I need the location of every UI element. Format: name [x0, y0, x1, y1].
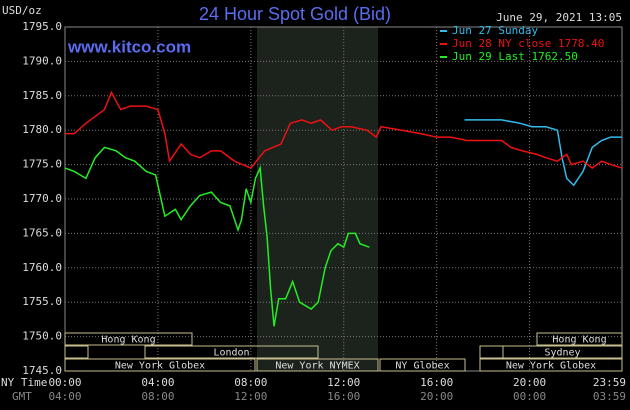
x-tick-label: 20:00	[513, 376, 546, 389]
x2-tick-label: 08:00	[141, 390, 174, 403]
session-label: New York Globex	[115, 361, 205, 372]
x2-tick-label: 16:00	[327, 390, 360, 403]
y-unit: USD/oz	[2, 4, 42, 17]
y-tick-label: 1765.0	[22, 226, 62, 239]
session-box	[256, 358, 379, 372]
session-box	[502, 345, 623, 359]
session-label: Hong Kong	[552, 335, 606, 346]
session-box	[536, 332, 623, 346]
x2-tick-label: 12:00	[234, 390, 267, 403]
legend-label: Jun 29 Last 1762.50	[452, 50, 578, 63]
series-line	[464, 119, 622, 187]
y-tick-label: 1750.0	[22, 330, 62, 343]
y-tick-label: 1745.0	[22, 364, 62, 377]
session-box	[379, 358, 466, 372]
x2-tick-label: 20:00	[420, 390, 453, 403]
session-label: NY Globex	[395, 361, 449, 372]
x2-tick-label: 04:00	[48, 390, 81, 403]
x2-tick-label: 00:00	[513, 390, 546, 403]
x-tick-label: 04:00	[141, 376, 174, 389]
x-tick-label: 00:00	[48, 376, 81, 389]
watermark: www.kitco.com	[67, 37, 191, 56]
ny-time-label: NY Time	[1, 376, 47, 389]
timestamp: June 29, 2021 13:05	[496, 11, 622, 24]
x-tick-label: 08:00	[234, 376, 267, 389]
session-box	[64, 345, 89, 359]
x-tick-label: 12:00	[327, 376, 360, 389]
session-box	[144, 345, 319, 359]
y-tick-label: 1790.0	[22, 54, 62, 67]
x2-tick-label: 03:59	[593, 390, 626, 403]
session-label: Hong Kong	[101, 335, 155, 346]
y-tick-label: 1770.0	[22, 192, 62, 205]
y-tick-label: 1755.0	[22, 295, 62, 308]
series-line	[65, 90, 623, 169]
legend-label: Jun 27 Sunday	[452, 24, 538, 37]
y-tick-label: 1795.0	[22, 20, 62, 33]
y-tick-label: 1760.0	[22, 261, 62, 274]
gmt-label: GMT	[12, 390, 32, 403]
y-tick-label: 1785.0	[22, 89, 62, 102]
y-tick-label: 1780.0	[22, 123, 62, 136]
session-box	[64, 358, 256, 372]
session-label: New York NYMEX	[275, 361, 359, 372]
session-label: New York Globex	[506, 361, 596, 372]
x-tick-label: 16:00	[420, 376, 453, 389]
series-line	[64, 146, 370, 327]
legend-label: Jun 28 NY close 1778.40	[452, 37, 604, 50]
session-box	[64, 332, 193, 346]
x-tick-label: 23:59	[593, 376, 626, 389]
session-label: Sydney	[544, 348, 580, 359]
chart-title: 24 Hour Spot Gold (Bid)	[199, 4, 391, 24]
session-box	[479, 358, 623, 372]
y-tick-label: 1775.0	[22, 158, 62, 171]
session-label: London	[213, 348, 249, 359]
